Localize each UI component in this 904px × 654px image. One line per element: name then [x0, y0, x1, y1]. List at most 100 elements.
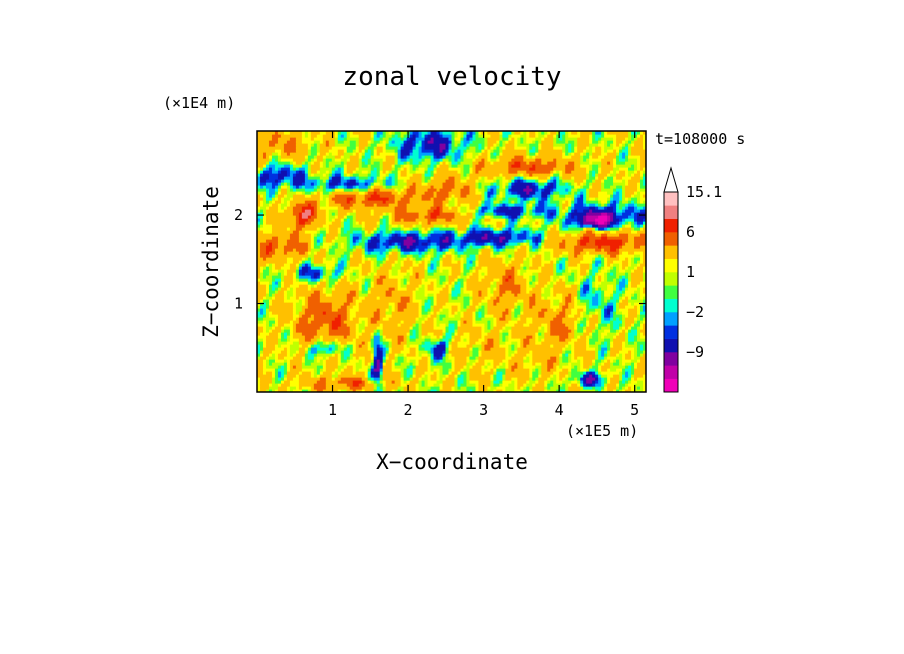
contour-cell	[556, 293, 560, 297]
contour-cell	[463, 293, 468, 297]
contour-cell	[325, 302, 330, 306]
contour-cell	[433, 320, 438, 324]
contour-cell	[472, 350, 477, 354]
contour-cell	[514, 356, 518, 360]
contour-cell	[490, 356, 494, 360]
contour-cell	[271, 308, 276, 312]
contour-cell	[382, 317, 387, 321]
contour-cell	[484, 344, 489, 348]
contour-cell	[532, 377, 536, 381]
contour-cell	[571, 362, 575, 366]
contour-cell	[487, 368, 491, 372]
contour-cell	[586, 368, 590, 372]
contour-cell	[484, 317, 489, 321]
contour-cell	[568, 332, 572, 336]
contour-cell	[370, 344, 375, 348]
contour-cell	[502, 353, 506, 357]
contour-cell	[268, 317, 273, 321]
contour-cell	[532, 362, 536, 366]
contour-cell	[325, 326, 330, 330]
contour-cell	[379, 371, 384, 375]
contour-cell	[439, 341, 444, 345]
contour-cell	[286, 338, 291, 342]
contour-cell	[295, 287, 300, 291]
contour-cell	[520, 314, 524, 318]
contour-cell	[475, 386, 480, 390]
contour-cell	[349, 293, 354, 297]
contour-cell	[406, 380, 411, 384]
contour-cell	[358, 278, 363, 282]
contour-cell	[391, 293, 396, 297]
contour-cell	[565, 338, 569, 342]
contour-cell	[637, 320, 641, 324]
contour-cell	[487, 281, 491, 285]
contour-cell	[490, 320, 494, 324]
contour-cell	[628, 287, 632, 291]
contour-cell	[376, 389, 381, 392]
contour-cell	[325, 311, 330, 315]
contour-cell	[307, 341, 312, 345]
contour-cell	[511, 368, 515, 372]
contour-cell	[496, 320, 500, 324]
contour-cell	[400, 311, 405, 315]
contour-cell	[295, 380, 300, 384]
contour-cell	[580, 353, 584, 357]
contour-cell	[541, 344, 545, 348]
contour-cell	[514, 326, 518, 330]
contour-cell	[541, 323, 545, 327]
contour-cell	[439, 359, 444, 363]
contour-cell	[355, 290, 360, 294]
contour-cell	[532, 383, 536, 387]
contour-cell	[640, 371, 644, 375]
contour-cell	[526, 314, 530, 318]
contour-cell	[277, 383, 282, 387]
contour-cell	[388, 389, 393, 392]
contour-cell	[433, 293, 438, 297]
contour-cell	[562, 356, 566, 360]
contour-cell	[385, 293, 390, 297]
contour-cell	[334, 311, 339, 315]
contour-cell	[499, 383, 503, 387]
contour-cell	[544, 386, 548, 390]
contour-cell	[640, 290, 644, 294]
contour-cell	[268, 371, 273, 375]
contour-cell	[421, 317, 426, 321]
contour-cell	[433, 299, 438, 303]
contour-cell	[466, 374, 471, 378]
contour-cell	[265, 305, 270, 309]
contour-cell	[538, 302, 542, 306]
contour-cell	[319, 377, 324, 381]
contour-cell	[451, 389, 456, 392]
contour-cell	[295, 317, 300, 321]
contour-cell	[367, 350, 372, 354]
contour-cell	[547, 326, 551, 330]
contour-cell	[286, 362, 291, 366]
contour-cell	[457, 374, 462, 378]
contour-cell	[448, 338, 453, 342]
contour-cell	[568, 329, 572, 333]
contour-cell	[496, 377, 500, 381]
contour-cell	[286, 353, 291, 357]
contour-cell	[397, 386, 402, 390]
contour-cell	[595, 335, 599, 339]
contour-cell	[352, 389, 357, 392]
contour-cell	[586, 356, 590, 360]
contour-cell	[265, 362, 270, 366]
contour-cell	[532, 371, 536, 375]
contour-cell	[460, 344, 465, 348]
contour-cell	[361, 335, 366, 339]
contour-cell	[385, 287, 390, 291]
contour-cell	[541, 335, 545, 339]
contour-cell	[472, 341, 477, 345]
contour-cell	[409, 326, 414, 330]
contour-cell	[505, 293, 509, 297]
contour-cell	[544, 365, 548, 369]
contour-cell	[598, 353, 602, 357]
contour-cell	[268, 284, 273, 288]
contour-cell	[547, 323, 551, 327]
contour-cell	[257, 296, 261, 300]
contour-cell	[505, 353, 509, 357]
contour-cell	[589, 383, 593, 387]
contour-cell	[259, 290, 264, 294]
contour-cell	[298, 329, 303, 333]
